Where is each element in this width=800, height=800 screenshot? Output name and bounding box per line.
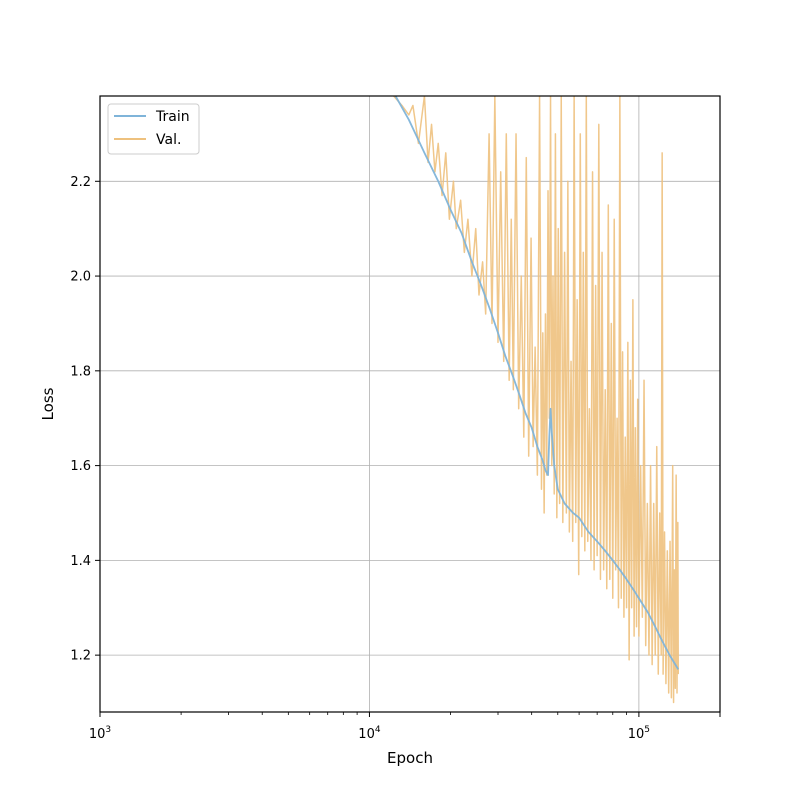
x-tick-label: 104 — [358, 725, 381, 742]
y-tick-label: 1.4 — [70, 554, 91, 569]
axes: 103 104 105 1.2 1.4 1.6 1.8 2.0 2.2 — [70, 175, 721, 742]
train-series-line — [394, 96, 680, 670]
y-tick-label: 2.2 — [70, 175, 91, 190]
legend-label-val: Val. — [156, 132, 181, 148]
x-tick-label: 103 — [89, 725, 111, 742]
y-tick-label: 1.8 — [70, 364, 91, 379]
series-layer — [393, 96, 680, 704]
legend-label-train: Train — [155, 109, 190, 125]
legend: Train Val. — [107, 103, 200, 155]
val-series-line — [393, 96, 680, 704]
x-axis-title: Epoch — [387, 749, 433, 767]
y-axis-title: Loss — [39, 387, 57, 420]
y-tick-label: 1.2 — [70, 649, 91, 664]
y-tick-label: 1.6 — [70, 459, 91, 474]
plot-frame — [99, 95, 721, 713]
x-tick-label: 105 — [628, 725, 650, 742]
y-tick-label: 2.0 — [70, 270, 91, 285]
grid — [100, 96, 720, 712]
